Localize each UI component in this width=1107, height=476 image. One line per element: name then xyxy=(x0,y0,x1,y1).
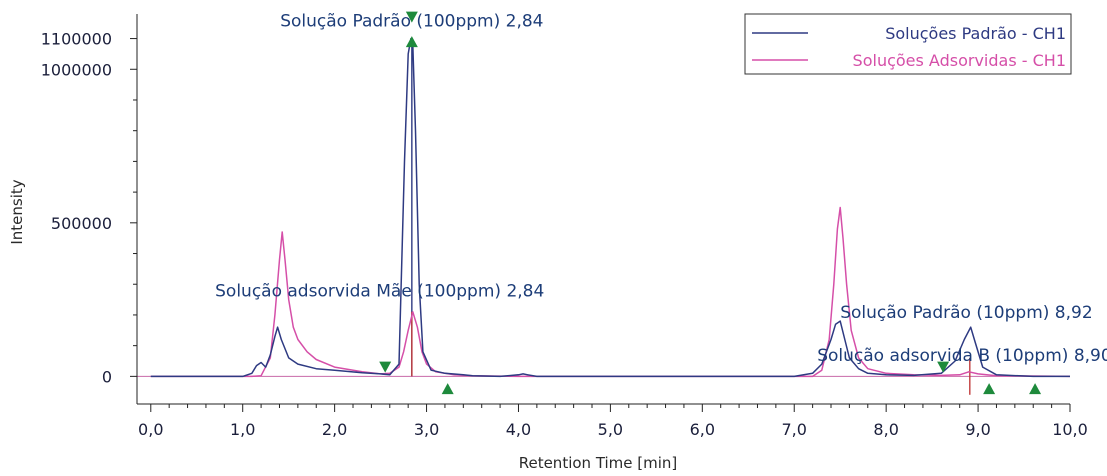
legend: Soluções Padrão - CH1 Soluções Adsorvida… xyxy=(744,13,1072,75)
x-axis-title: Retention Time [min] xyxy=(519,454,678,472)
x-tick-label: 10,0 xyxy=(1052,420,1088,439)
legend-label-series-2: Soluções Adsorvidas - CH1 xyxy=(853,51,1066,70)
peak-marker-1 xyxy=(405,11,418,23)
peak-annotation-4: Solução adsorvida B (10ppm) 8,90 xyxy=(817,346,1107,366)
legend-box xyxy=(744,13,1072,75)
peak-marker-7 xyxy=(1029,383,1042,395)
y-axis: 0 500000 1000000 1100000 xyxy=(41,14,138,404)
peak-marker-2 xyxy=(405,36,418,48)
x-tick-label: 0,0 xyxy=(138,420,163,439)
peak-annotation-1: Solução Padrão (100ppm) 2,84 xyxy=(280,11,543,31)
peak-marker-6 xyxy=(983,383,996,395)
peak-marker-4 xyxy=(441,383,454,395)
x-axis: 0,0 1,0 2,0 3,0 4,0 5,0 6,0 7,0 8,0 9,0 10,0 xyxy=(137,403,1088,439)
y-tick-label: 0 xyxy=(102,367,112,386)
annotation-layer: Solução Padrão (100ppm) 2,84 Solução adso… xyxy=(215,11,1107,366)
series-line-1 xyxy=(150,37,1070,378)
legend-label-series-1: Soluções Padrão - CH1 xyxy=(885,24,1066,43)
y-tick-label: 500000 xyxy=(51,214,112,233)
peak-marker-layer xyxy=(379,11,1042,395)
y-tick-label: 1000000 xyxy=(41,60,112,79)
peak-marker-3 xyxy=(379,361,392,373)
series-line-2 xyxy=(150,206,1071,378)
x-tick-label: 9,0 xyxy=(965,420,990,439)
x-tick-label: 7,0 xyxy=(782,420,807,439)
x-tick-label: 1,0 xyxy=(230,420,255,439)
y-tick-label: 1100000 xyxy=(41,30,112,49)
peak-annotation-2: Solução adsorvida Mãe (100ppm) 2,84 xyxy=(215,282,544,302)
x-tick-label: 8,0 xyxy=(873,420,898,439)
x-tick-label: 5,0 xyxy=(598,420,623,439)
x-tick-label: 6,0 xyxy=(690,420,715,439)
peak-marker-5 xyxy=(937,361,950,373)
x-tick-label: 2,0 xyxy=(322,420,347,439)
x-tick-label: 3,0 xyxy=(414,420,439,439)
x-tick-label: 4,0 xyxy=(506,420,531,439)
series-layer xyxy=(150,37,1071,378)
y-axis-title: Intensity xyxy=(8,179,26,244)
peak-annotation-3: Solução Padrão (10ppm) 8,92 xyxy=(840,303,1092,323)
